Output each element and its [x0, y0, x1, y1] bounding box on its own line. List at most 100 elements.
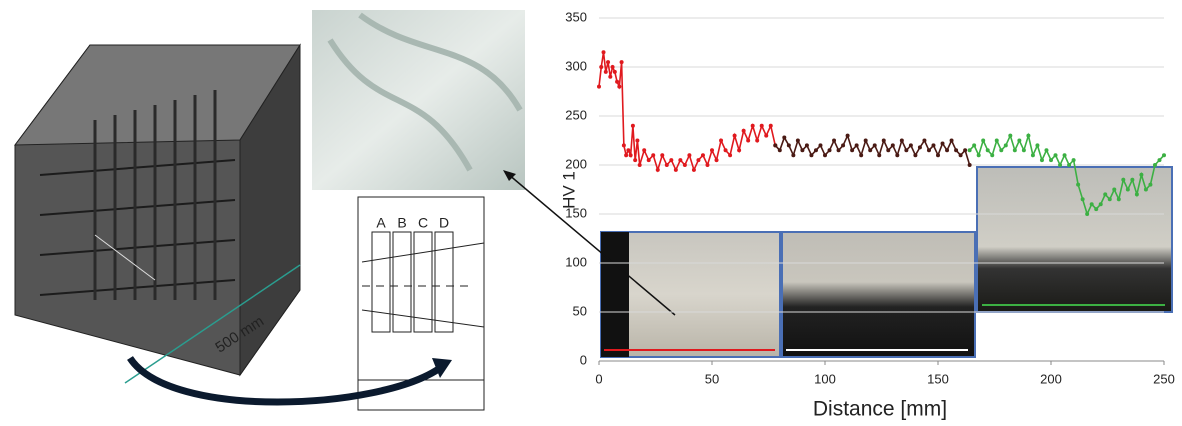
data-point	[682, 163, 687, 167]
data-point	[908, 143, 913, 148]
column-label: C	[418, 215, 428, 231]
y-tick-label: 300	[565, 58, 587, 73]
data-point	[954, 148, 959, 153]
data-point	[1134, 192, 1139, 197]
data-point	[646, 158, 651, 163]
data-point	[967, 163, 972, 167]
data-point	[732, 133, 737, 138]
data-point	[1044, 148, 1049, 153]
data-point	[1049, 158, 1053, 163]
data-point	[624, 153, 629, 158]
data-point	[813, 148, 818, 153]
data-point	[931, 143, 936, 148]
data-point	[1098, 202, 1103, 207]
data-point	[854, 143, 859, 148]
data-point	[642, 148, 647, 153]
data-point	[1107, 197, 1112, 202]
data-point	[1039, 158, 1044, 163]
data-point	[696, 158, 701, 163]
data-point	[1116, 197, 1121, 202]
data-line	[774, 133, 971, 166]
data-point	[1026, 133, 1031, 138]
data-point	[949, 138, 954, 143]
data-point	[827, 148, 832, 153]
data-point	[1085, 212, 1090, 216]
data-point	[1053, 153, 1058, 158]
data-point	[899, 138, 904, 143]
data-point	[791, 153, 796, 158]
data-point	[990, 153, 995, 158]
x-tick-label: 150	[927, 371, 949, 386]
data-point	[1021, 148, 1026, 153]
data-point	[845, 133, 850, 138]
data-point	[606, 60, 611, 65]
data-point	[746, 138, 751, 143]
data-point	[619, 60, 624, 65]
data-point	[723, 148, 728, 153]
column-label: B	[397, 215, 406, 231]
data-point	[621, 143, 626, 148]
data-point	[877, 153, 882, 158]
data-point	[859, 153, 864, 158]
data-point	[714, 158, 719, 163]
data-point	[945, 148, 950, 153]
curved-arrow	[127, 355, 443, 406]
y-tick-label: 350	[565, 9, 587, 24]
data-point	[1162, 153, 1166, 158]
sketch	[357, 196, 485, 411]
block-drawing: 500 mm	[13, 43, 301, 384]
data-point	[940, 141, 945, 146]
data-point	[1130, 177, 1135, 182]
data-point	[926, 148, 931, 153]
data-point	[1017, 138, 1022, 143]
x-axis-label: Distance [mm]	[813, 398, 947, 421]
data-point	[710, 148, 714, 153]
y-tick-label: 250	[565, 107, 587, 122]
inset-photo	[781, 231, 976, 358]
data-point	[669, 158, 674, 163]
data-point	[691, 167, 696, 172]
y-tick-label: 0	[580, 352, 587, 367]
data-point	[601, 50, 606, 55]
x-tick-label: 250	[1153, 371, 1175, 386]
data-point	[737, 148, 742, 153]
data-point	[1062, 153, 1067, 158]
data-point	[913, 153, 918, 158]
data-point	[615, 79, 620, 84]
data-point	[1152, 163, 1157, 167]
data-point	[608, 74, 613, 79]
y-tick-label: 200	[565, 156, 587, 171]
data-point	[1121, 177, 1126, 182]
y-tick-label: 150	[565, 205, 587, 220]
data-point	[1071, 158, 1076, 163]
data-point	[719, 138, 724, 143]
data-point	[1003, 143, 1008, 148]
data-point	[994, 138, 999, 143]
data-point	[976, 153, 981, 158]
data-point	[963, 148, 968, 153]
column-label: D	[439, 215, 449, 231]
data-point	[1080, 197, 1085, 202]
data-point	[768, 123, 773, 128]
data-point	[904, 148, 909, 153]
data-point	[1030, 153, 1035, 158]
data-point	[630, 123, 635, 128]
data-point	[1148, 182, 1153, 187]
data-point	[936, 153, 940, 158]
data-point	[795, 138, 800, 143]
data-point	[1094, 207, 1099, 212]
data-point	[655, 167, 660, 172]
data-point	[628, 153, 633, 158]
data-point	[617, 84, 622, 89]
data-point	[832, 138, 837, 143]
data-point	[886, 148, 891, 153]
data-point	[1112, 187, 1117, 192]
data-point	[1012, 148, 1017, 153]
data-point	[610, 65, 615, 69]
data-point	[841, 143, 846, 148]
data-point	[985, 148, 990, 153]
data-point	[728, 153, 733, 158]
data-point	[786, 143, 791, 148]
arrow-head	[432, 358, 452, 378]
